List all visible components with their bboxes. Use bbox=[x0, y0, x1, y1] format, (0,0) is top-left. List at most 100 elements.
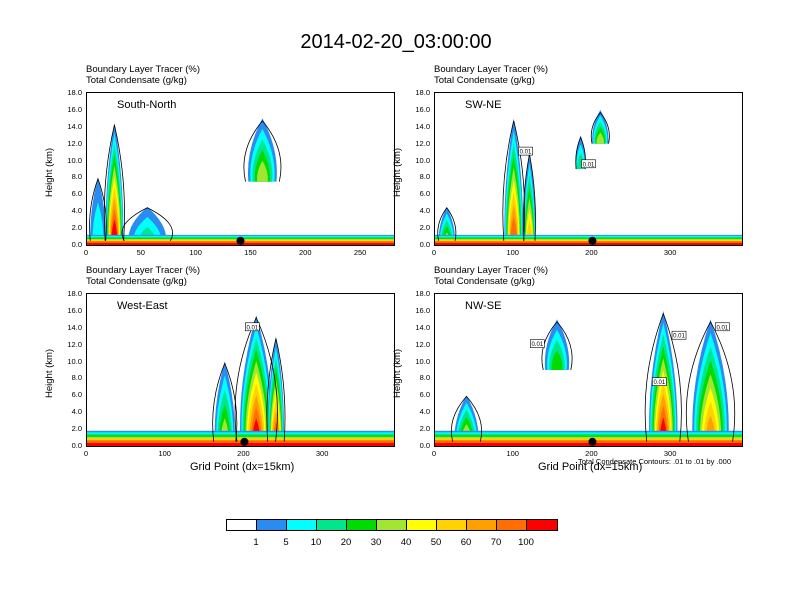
colorbar-label: 1 bbox=[253, 537, 259, 548]
y-tick-label: 10.0 bbox=[67, 155, 82, 165]
colorbar-label: 70 bbox=[490, 537, 502, 548]
tracer-plume bbox=[92, 202, 104, 245]
colorbar-label: 30 bbox=[370, 537, 382, 548]
y-tick-label: 8.0 bbox=[71, 172, 82, 182]
colorbar-swatch bbox=[467, 520, 497, 530]
x-tick-label: 150 bbox=[244, 248, 257, 257]
contour-note: Total Condensate Contours: .01 to .01 by… bbox=[578, 457, 732, 466]
tracer-cell bbox=[596, 132, 605, 144]
tracer-cell bbox=[256, 160, 268, 182]
colorbar-swatch bbox=[317, 520, 347, 530]
y-tick-label: 0.0 bbox=[71, 240, 82, 249]
y-tick-label: 0.0 bbox=[419, 441, 430, 450]
contour-label: 0.01 bbox=[530, 339, 545, 348]
colorbar-label: 40 bbox=[400, 537, 412, 548]
contour-label: 0.01 bbox=[245, 322, 260, 331]
y-tick-label: 6.0 bbox=[419, 189, 430, 199]
contour-label: 0.01 bbox=[671, 330, 687, 340]
x-axis-label: Grid Point (dx=15km) bbox=[538, 461, 643, 473]
colorbar-label: 50 bbox=[430, 537, 442, 548]
y-tick-label: 14.0 bbox=[415, 322, 430, 332]
condensate-contour bbox=[243, 120, 282, 182]
y-tick-label: 2.0 bbox=[71, 223, 82, 233]
y-tick-label: 4.0 bbox=[71, 206, 82, 216]
condensate-contour bbox=[234, 316, 278, 442]
tracer-field: 0.01 bbox=[87, 315, 394, 446]
y-tick-label: 12.0 bbox=[67, 339, 82, 349]
y-tick-label: 8.0 bbox=[419, 172, 430, 182]
y-tick-label: 16.0 bbox=[415, 305, 430, 315]
colorbar-swatch bbox=[437, 520, 467, 530]
y-tick-label: 16.0 bbox=[67, 104, 82, 114]
panel-title-contour: Total Condensate (g/kg) bbox=[434, 75, 535, 86]
svg-text:0.01: 0.01 bbox=[531, 342, 543, 348]
y-tick-label: 14.0 bbox=[67, 322, 82, 332]
svg-text:0.01: 0.01 bbox=[246, 325, 258, 331]
panel-title-contour: Total Condensate (g/kg) bbox=[86, 75, 187, 86]
condensate-contour bbox=[685, 321, 736, 442]
y-tick-label: 8.0 bbox=[71, 373, 82, 383]
panel-title-shaded: Boundary Layer Tracer (%) bbox=[434, 64, 549, 75]
y-tick-label: 18.0 bbox=[67, 289, 82, 298]
y-tick-label: 12.0 bbox=[415, 138, 430, 148]
x-tick-label: 100 bbox=[506, 248, 519, 257]
svg-text:0.01: 0.01 bbox=[583, 162, 595, 168]
contour-label: 0.01 bbox=[715, 322, 730, 331]
y-tick-label: 4.0 bbox=[71, 407, 82, 417]
colorbar-swatch bbox=[497, 520, 527, 530]
y-tick-label: 6.0 bbox=[71, 189, 82, 199]
tracer-field: 0.01 0.01 bbox=[435, 109, 742, 245]
x-tick-label: 200 bbox=[585, 449, 598, 458]
cross-section-panel: 0.01 0.01 0.01 0.01 NW-SE bbox=[434, 293, 743, 447]
colorbar-label: 60 bbox=[460, 537, 472, 548]
y-axis-label: Height (km) bbox=[44, 147, 55, 197]
contour-label: 0.01 bbox=[581, 159, 596, 168]
colorbar-label: 5 bbox=[283, 537, 289, 548]
boundary-layer-band bbox=[87, 442, 394, 446]
condensate-contour bbox=[575, 136, 586, 170]
y-tick-label: 10.0 bbox=[415, 356, 430, 366]
x-tick-label: 100 bbox=[189, 248, 202, 257]
condensate-contour bbox=[590, 111, 610, 144]
x-tick-label: 50 bbox=[136, 248, 145, 257]
x-tick-label: 200 bbox=[585, 248, 598, 257]
panel-title-shaded: Boundary Layer Tracer (%) bbox=[86, 265, 201, 276]
condensate-contour bbox=[541, 321, 573, 371]
x-axis-label: Grid Point (dx=15km) bbox=[190, 461, 295, 473]
y-axis-label: Height (km) bbox=[392, 147, 403, 197]
cross-section-label: NW-SE bbox=[465, 300, 502, 312]
colorbar-swatch bbox=[257, 520, 287, 530]
svg-text:0.01: 0.01 bbox=[520, 150, 532, 156]
condensate-contour bbox=[212, 362, 238, 442]
colorbar-swatch bbox=[407, 520, 437, 530]
condensate-contour bbox=[502, 120, 526, 241]
condensate-contour bbox=[266, 338, 286, 442]
colorbar bbox=[226, 519, 558, 531]
condensate-contour bbox=[121, 207, 173, 241]
svg-text:0.01: 0.01 bbox=[654, 380, 666, 386]
colorbar-label: 10 bbox=[310, 537, 322, 548]
condensate-contour bbox=[644, 312, 682, 442]
x-tick-label: 0 bbox=[83, 449, 89, 458]
boundary-layer-band bbox=[435, 242, 742, 245]
x-tick-label: 100 bbox=[158, 449, 171, 458]
y-tick-label: 4.0 bbox=[419, 407, 430, 417]
colorbar-label: 100 bbox=[518, 537, 534, 548]
y-tick-label: 14.0 bbox=[67, 121, 82, 131]
contour-label: 0.01 bbox=[652, 377, 667, 386]
colorbar-swatch bbox=[377, 520, 407, 530]
x-tick-label: 0 bbox=[431, 248, 437, 257]
svg-text:0.01: 0.01 bbox=[673, 334, 685, 340]
panel-title-contour: Total Condensate (g/kg) bbox=[86, 276, 187, 287]
location-marker bbox=[236, 236, 245, 245]
panel-title-shaded: Boundary Layer Tracer (%) bbox=[434, 265, 549, 276]
x-tick-label: 200 bbox=[237, 449, 250, 458]
condensate-contour bbox=[89, 177, 107, 241]
y-tick-label: 12.0 bbox=[67, 138, 82, 148]
cross-section-panel: 0.01 0.01 SW-NE bbox=[434, 92, 743, 246]
location-marker bbox=[588, 437, 597, 446]
boundary-layer-band bbox=[435, 442, 742, 446]
y-tick-label: 2.0 bbox=[71, 424, 82, 434]
x-tick-label: 100 bbox=[506, 449, 519, 458]
x-tick-label: 0 bbox=[431, 449, 437, 458]
